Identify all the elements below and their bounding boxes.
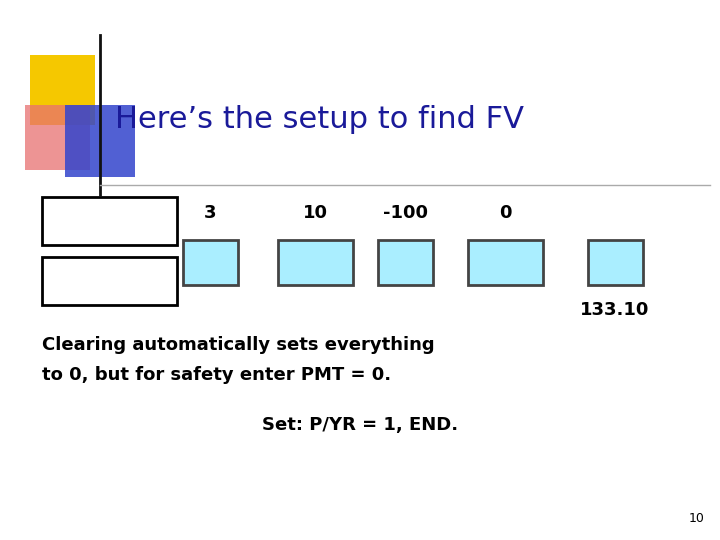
Bar [42, 257, 177, 305]
Text: Set: P/YR = 1, END.: Set: P/YR = 1, END. [262, 416, 458, 434]
Bar [467, 240, 542, 285]
Text: 10: 10 [689, 512, 705, 525]
Text: OUTPUT: OUTPUT [71, 272, 148, 290]
Bar [65, 105, 135, 177]
Bar [182, 240, 238, 285]
Text: N: N [204, 255, 217, 270]
Text: 3: 3 [204, 204, 216, 222]
Text: 0: 0 [499, 204, 511, 222]
Bar [588, 240, 642, 285]
Bar [377, 240, 433, 285]
Text: 133.10: 133.10 [580, 301, 649, 319]
Text: FV: FV [604, 255, 626, 270]
Text: I/YR: I/YR [298, 255, 332, 270]
Bar [30, 55, 95, 125]
Bar [25, 105, 90, 170]
Bar [42, 197, 177, 245]
Text: to 0, but for safety enter PMT = 0.: to 0, but for safety enter PMT = 0. [42, 366, 391, 384]
Text: PMT: PMT [487, 255, 523, 270]
Text: PV: PV [394, 255, 416, 270]
Text: Here’s the setup to find FV: Here’s the setup to find FV [115, 105, 524, 134]
Text: 10: 10 [302, 204, 328, 222]
Bar [277, 240, 353, 285]
Text: -100: -100 [382, 204, 428, 222]
Text: INPUTS: INPUTS [75, 212, 144, 230]
Text: Clearing automatically sets everything: Clearing automatically sets everything [42, 336, 435, 354]
